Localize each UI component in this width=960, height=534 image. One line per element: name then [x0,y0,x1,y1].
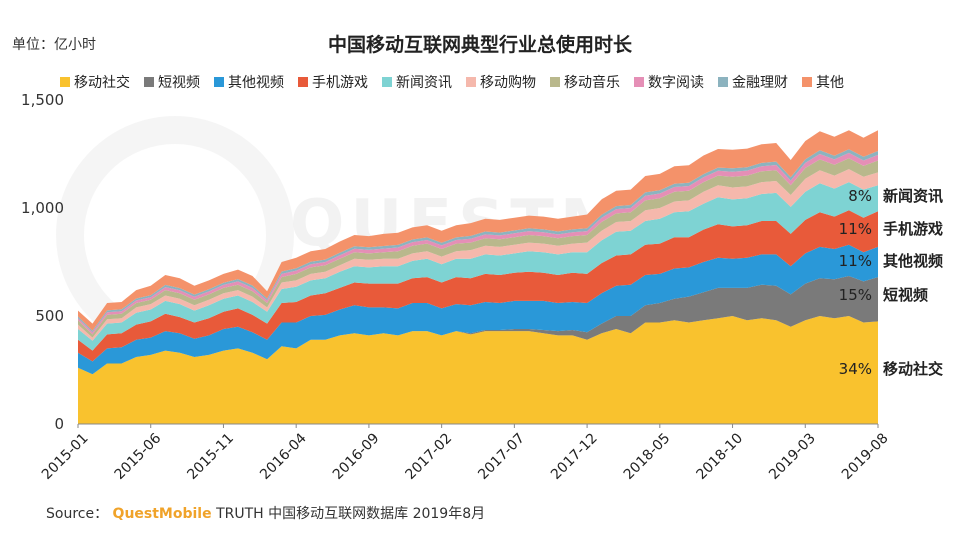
chart-legend: 移动社交 短视频 其他视频 手机游戏 新闻资讯 移动购物 移动音乐 数字阅读 金融理财 其他 [60,72,844,92]
x-tick-label: 2019-03 [766,430,819,483]
legend-item: 新闻资讯 [382,72,452,92]
annotation-pct: 11% [839,252,872,270]
legend-item: 移动音乐 [550,72,620,92]
legend-item: 其他视频 [214,72,284,92]
legend-swatch [802,77,812,87]
legend-item: 金融理财 [718,72,788,92]
legend-label: 移动购物 [480,75,536,91]
annotation-label: 手机游戏 [883,220,943,238]
legend-label: 移动音乐 [564,75,620,91]
annotation-label: 其他视频 [883,252,943,270]
legend-swatch [382,77,392,87]
area-series-2 [78,276,878,375]
area-series-6 [78,169,878,341]
y-tick-label: 1,000 [21,199,64,217]
x-tick-label: 2017-02 [403,430,456,483]
legend-swatch [718,77,728,87]
x-tick-label: 2017-07 [475,430,528,483]
area-series-group [78,130,878,424]
legend-item: 手机游戏 [298,72,368,92]
legend-label: 其他 [816,75,844,91]
chart-title: 中国移动互联网典型行业总使用时长 [327,34,632,56]
legend-swatch [634,77,644,87]
annotation-label: 新闻资讯 [883,187,943,205]
legend-swatch [298,77,308,87]
x-tick-label: 2015-01 [39,430,92,483]
legend-item: 移动购物 [466,72,536,92]
legend-label: 移动社交 [74,75,130,91]
annotation-label: 移动社交 [883,360,943,378]
legend-item: 移动社交 [60,72,130,92]
source-label: Source： [46,506,109,522]
source-brand: QuestMobile [112,506,212,522]
source-note: Source： QuestMobile TRUTH 中国移动互联网数据库 201… [46,503,485,523]
legend-label: 其他视频 [228,75,284,91]
annotations-group: 8% 新闻资讯 11% 手机游戏 11% 其他视频 15% 短视频 34% 移动社交 [839,187,943,378]
x-tick-label: 2016-04 [257,430,310,483]
legend-swatch [60,77,70,87]
source-text: TRUTH 中国移动互联网数据库 2019年8月 [216,506,486,522]
annotation-pct: 11% [839,220,872,238]
annotation-pct: 34% [839,360,872,378]
area-series-10 [78,130,878,331]
area-series-5 [78,182,878,351]
legend-item: 其他 [802,72,844,92]
legend-label: 新闻资讯 [396,75,452,91]
area-series-1 [78,316,878,424]
area-series-3 [78,244,878,375]
legend-swatch [214,77,224,87]
legend-item: 数字阅读 [634,72,704,92]
x-tick-label: 2016-09 [330,430,383,483]
y-tick-label: 1,500 [21,91,64,109]
y-tick-label: 0 [54,415,64,433]
annotation-pct: 8% [848,187,872,205]
y-tick-label: 500 [35,307,64,325]
legend-item: 短视频 [144,72,200,92]
x-tick-label: 2015-06 [112,430,165,483]
legend-swatch [550,77,560,87]
legend-label: 短视频 [158,75,200,91]
x-tick-label: 2019-08 [839,430,892,483]
x-tick-label: 2018-05 [621,430,674,483]
legend-label: 手机游戏 [312,75,368,91]
legend-swatch [466,77,476,87]
x-tick-label: 2017-12 [548,430,601,483]
x-tick-label: 2018-10 [693,430,746,483]
unit-label: 单位：亿小时 [12,37,96,53]
area-series-4 [78,210,878,362]
annotation-pct: 15% [839,286,872,304]
legend-label: 金融理财 [732,75,788,91]
annotation-label: 短视频 [883,286,928,304]
x-tick-label: 2015-11 [184,430,237,483]
legend-label: 数字阅读 [648,75,704,91]
legend-swatch [144,77,154,87]
